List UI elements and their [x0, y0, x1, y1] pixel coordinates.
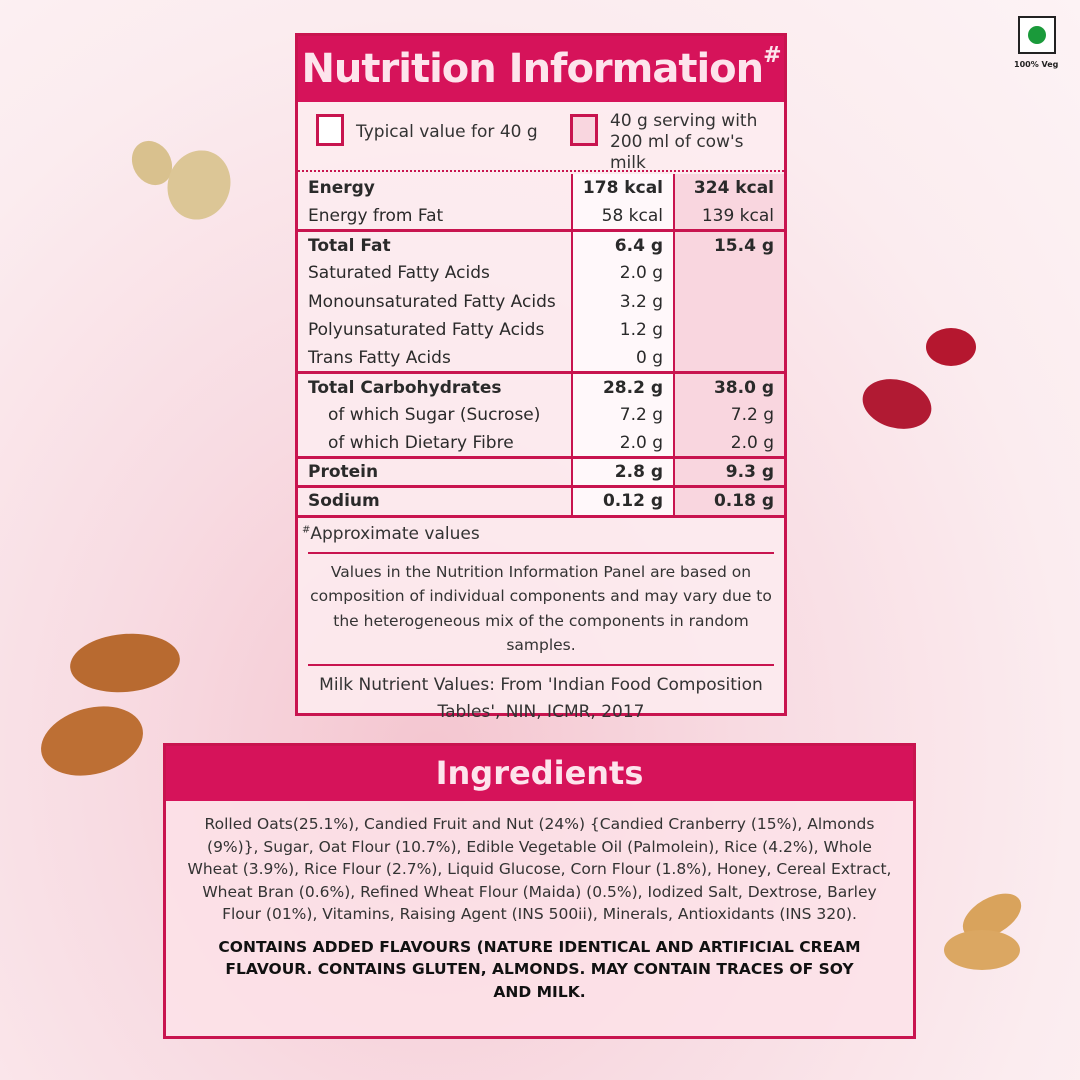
- nutrient-name: Saturated Fatty Acids: [308, 263, 490, 284]
- allergen-warning: CONTAINS ADDED FLAVOURS (NATURE IDENTICA…: [218, 937, 861, 1001]
- nutrient-name: Monounsaturated Fatty Acids: [308, 291, 556, 312]
- value-per-40g: 178 kcal: [570, 174, 674, 203]
- value-per-40g: 7.2 g: [570, 401, 674, 430]
- value-with-milk: 15.4 g: [673, 229, 784, 260]
- nutrition-row: of which Sugar (Sucrose) 7.2 g 7.2 g: [298, 401, 784, 430]
- value-per-40g: 1.2 g: [570, 315, 674, 345]
- legend-label-milk: 40 g serving with 200 ml of cow's milk: [610, 111, 784, 174]
- cranberry-icon: [926, 328, 976, 366]
- approx-note: #Approximate values: [298, 514, 784, 544]
- value-per-40g: 2.0 g: [570, 259, 674, 288]
- value-with-milk: 0.18 g: [673, 484, 784, 515]
- divider: [308, 551, 774, 554]
- nutrient-name: Trans Fatty Acids: [308, 347, 451, 368]
- value-per-40g: 2.0 g: [570, 429, 674, 458]
- nutrition-row: Energy from Fat 58 kcal 139 kcal: [298, 202, 784, 231]
- nutrition-row: Saturated Fatty Acids 2.0 g: [298, 259, 784, 288]
- approx-mark: #: [302, 524, 311, 536]
- nutrition-row: of which Dietary Fibre 2.0 g 2.0 g: [298, 429, 784, 458]
- legend-label-plain: Typical value for 40 g: [356, 122, 538, 142]
- nutrition-row: Total Carbohydrates 28.2 g 38.0 g: [298, 371, 784, 402]
- nutrition-row: Polyunsaturated Fatty Acids 1.2 g: [298, 315, 784, 345]
- milk-source-note: Milk Nutrient Values: From 'Indian Food …: [319, 674, 763, 722]
- legend-swatch-plain: [316, 114, 344, 146]
- nutrition-panel: Nutrition Information# Typical value for…: [295, 33, 787, 722]
- nutrition-row: Monounsaturated Fatty Acids 3.2 g: [298, 287, 784, 316]
- wheat-grain-icon: [944, 930, 1020, 970]
- ingredients-panel: Ingredients Rolled Oats(25.1%), Candied …: [163, 743, 916, 1039]
- value-with-milk: 7.2 g: [673, 401, 784, 430]
- value-with-milk: [673, 344, 784, 373]
- nutrition-row: Total Fat 6.4 g 15.4 g: [298, 229, 784, 260]
- legend-line: 200 ml of cow's milk: [610, 132, 744, 173]
- value-with-milk: 324 kcal: [673, 174, 784, 203]
- value-with-milk: 139 kcal: [673, 202, 784, 231]
- veg-label: 100% Veg: [1014, 60, 1059, 69]
- nutrient-name: of which Sugar (Sucrose): [328, 405, 541, 426]
- ingredients-title: Ingredients: [166, 746, 913, 801]
- value-per-40g: 58 kcal: [570, 202, 674, 231]
- value-with-milk: 2.0 g: [673, 429, 784, 458]
- nutrient-name: Sodium: [298, 484, 572, 515]
- value-per-40g: 6.4 g: [570, 229, 674, 260]
- column-legend: Typical value for 40 g 40 g serving with…: [298, 102, 784, 174]
- nutrition-row: Protein 2.8 g 9.3 g: [298, 456, 784, 487]
- divider: [308, 663, 774, 666]
- value-with-milk: [673, 287, 784, 316]
- ingredients-text: Rolled Oats(25.1%), Candied Fruit and Nu…: [187, 815, 892, 923]
- value-with-milk: [673, 315, 784, 345]
- legend-line: 40 g serving with: [610, 111, 758, 131]
- nutrient-name: Polyunsaturated Fatty Acids: [308, 320, 545, 341]
- value-per-40g: 0.12 g: [570, 484, 674, 515]
- value-with-milk: [673, 259, 784, 288]
- nutrient-name: of which Dietary Fibre: [328, 432, 514, 453]
- legend-swatch-milk: [570, 114, 598, 146]
- panel-note: Values in the Nutrition Information Pane…: [310, 562, 772, 655]
- title-mark: #: [763, 43, 781, 68]
- almond-icon: [67, 629, 183, 697]
- cranberry-icon: [856, 371, 938, 437]
- nutrient-name: Protein: [298, 456, 572, 487]
- value-per-40g: 0 g: [570, 344, 674, 373]
- nutrition-row: Sodium 0.12 g 0.18 g: [298, 484, 784, 515]
- nutrition-table: Energy 178 kcal 324 kcal Energy from Fat 58 …: [298, 174, 784, 515]
- nutrition-row: Energy 178 kcal 324 kcal: [298, 174, 784, 203]
- nutrient-name: Energy from Fat: [308, 205, 444, 226]
- oat-flake-icon: [157, 141, 241, 229]
- nutrition-title-text: Nutrition Information: [301, 46, 764, 92]
- value-with-milk: 38.0 g: [673, 371, 784, 402]
- nutrient-name: Total Fat: [298, 229, 572, 260]
- nutrient-name: Energy: [308, 178, 375, 199]
- nutrition-row: Trans Fatty Acids 0 g: [298, 344, 784, 373]
- approx-text: Approximate values: [310, 523, 480, 544]
- value-with-milk: 9.3 g: [673, 456, 784, 487]
- nutrition-title: Nutrition Information#: [298, 36, 784, 102]
- veg-symbol-icon: [1018, 16, 1056, 54]
- value-per-40g: 2.8 g: [570, 456, 674, 487]
- almond-icon: [33, 695, 151, 787]
- value-per-40g: 3.2 g: [570, 287, 674, 316]
- value-per-40g: 28.2 g: [570, 371, 674, 402]
- nutrient-name: Total Carbohydrates: [298, 371, 572, 402]
